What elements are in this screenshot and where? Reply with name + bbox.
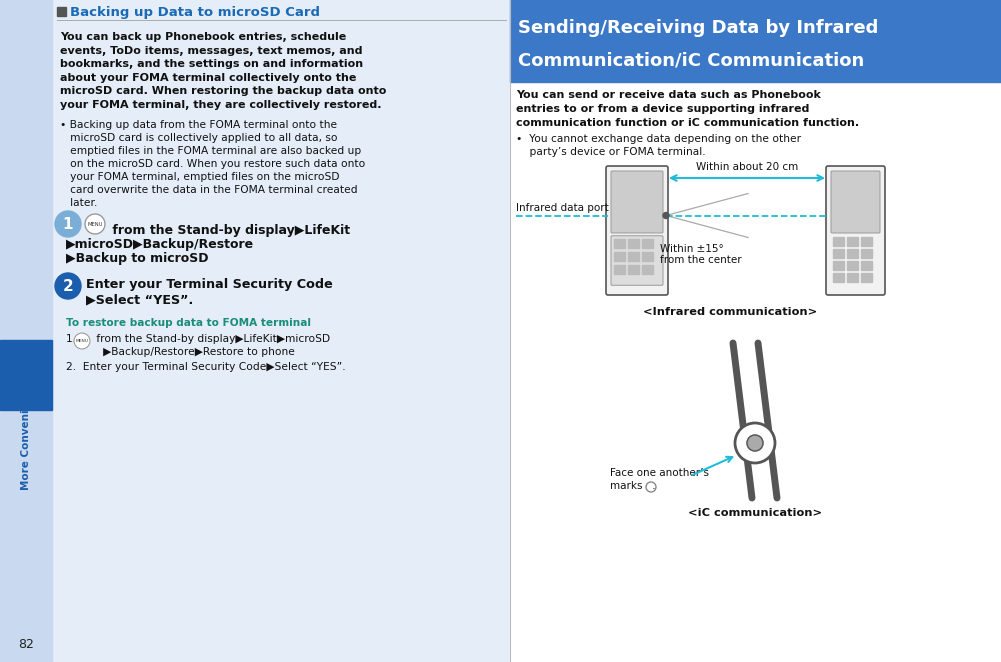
Circle shape	[663, 213, 669, 218]
Text: your FOMA terminal, they are collectively restored.: your FOMA terminal, they are collectivel…	[60, 99, 381, 109]
Text: microSD card is collectively applied to all data, so: microSD card is collectively applied to …	[60, 133, 337, 143]
FancyBboxPatch shape	[611, 236, 663, 285]
Bar	[861, 237, 872, 246]
Bar	[628, 265, 639, 274]
Text: ▶Backup to microSD: ▶Backup to microSD	[66, 252, 208, 265]
Text: later.: later.	[60, 198, 97, 208]
Text: To restore backup data to FOMA terminal: To restore backup data to FOMA terminal	[66, 318, 311, 328]
Text: Within ±15°
from the center: Within ±15° from the center	[660, 244, 742, 265]
Bar	[614, 239, 625, 248]
Text: emptied files in the FOMA terminal are also backed up: emptied files in the FOMA terminal are a…	[60, 146, 361, 156]
Text: ▶Backup/Restore▶Restore to phone: ▶Backup/Restore▶Restore to phone	[93, 347, 295, 357]
Bar	[57, 7, 66, 16]
Text: ▶Select “YES”.: ▶Select “YES”.	[86, 293, 193, 306]
Circle shape	[55, 273, 81, 299]
Bar	[861, 273, 872, 282]
Bar	[628, 239, 639, 248]
Text: Sending/Receiving Data by Infrared: Sending/Receiving Data by Infrared	[518, 19, 878, 37]
Text: 1: 1	[63, 216, 73, 232]
Text: You can back up Phonebook entries, schedule: You can back up Phonebook entries, sched…	[60, 32, 346, 42]
Bar	[642, 239, 653, 248]
Bar	[847, 249, 858, 258]
Bar	[628, 252, 639, 261]
Bar	[847, 237, 858, 246]
Text: card overwrite the data in the FOMA terminal created: card overwrite the data in the FOMA term…	[60, 185, 357, 195]
Text: 2: 2	[63, 279, 73, 293]
Bar	[833, 273, 844, 282]
Circle shape	[74, 333, 90, 349]
Text: bookmarks, and the settings on and information: bookmarks, and the settings on and infor…	[60, 59, 363, 69]
FancyBboxPatch shape	[831, 171, 880, 233]
Text: your FOMA terminal, emptied files on the microSD: your FOMA terminal, emptied files on the…	[60, 172, 339, 182]
Circle shape	[735, 423, 775, 463]
Text: marks   .: marks .	[610, 481, 656, 491]
Bar	[833, 249, 844, 258]
Text: MENU: MENU	[87, 222, 103, 226]
Bar	[0, 340, 52, 410]
Circle shape	[55, 211, 81, 237]
Text: <iC communication>: <iC communication>	[688, 508, 822, 518]
Text: Backing up Data to microSD Card: Backing up Data to microSD Card	[70, 5, 320, 19]
Text: party’s device or FOMA terminal.: party’s device or FOMA terminal.	[516, 147, 706, 157]
Text: Enter your Terminal Security Code: Enter your Terminal Security Code	[86, 278, 332, 291]
Bar	[614, 252, 625, 261]
Bar	[510, 0, 1001, 82]
Text: More Convenient: More Convenient	[21, 390, 31, 490]
Text: Face one another’s: Face one another’s	[610, 468, 709, 478]
Text: You can send or receive data such as Phonebook: You can send or receive data such as Pho…	[516, 90, 821, 100]
Bar	[833, 261, 844, 269]
Bar	[847, 273, 858, 282]
Text: Within about 20 cm: Within about 20 cm	[696, 162, 798, 172]
Bar	[861, 249, 872, 258]
Text: MENU: MENU	[75, 339, 88, 343]
Text: communication function or iC communication function.: communication function or iC communicati…	[516, 118, 859, 128]
Text: on the microSD card. When you restore such data onto: on the microSD card. When you restore su…	[60, 159, 365, 169]
Text: microSD card. When restoring the backup data onto: microSD card. When restoring the backup …	[60, 86, 386, 96]
FancyBboxPatch shape	[611, 171, 663, 233]
Text: entries to or from a device supporting infrared: entries to or from a device supporting i…	[516, 104, 810, 114]
Text: 2.  Enter your Terminal Security Code▶Select “YES”.: 2. Enter your Terminal Security Code▶Sel…	[66, 362, 345, 372]
Text: 82: 82	[18, 639, 34, 651]
Bar	[510, 0, 1001, 662]
Text: <Infrared communication>: <Infrared communication>	[643, 307, 817, 317]
Bar	[614, 265, 625, 274]
Text: about your FOMA terminal collectively onto the: about your FOMA terminal collectively on…	[60, 73, 356, 83]
Bar	[847, 261, 858, 269]
Text: Infrared data port: Infrared data port	[516, 203, 609, 213]
Text: 1.: 1.	[66, 334, 76, 344]
Circle shape	[85, 214, 105, 234]
Text: events, ToDo items, messages, text memos, and: events, ToDo items, messages, text memos…	[60, 46, 362, 56]
Text: • Backing up data from the FOMA terminal onto the: • Backing up data from the FOMA terminal…	[60, 120, 337, 130]
Bar	[833, 237, 844, 246]
Text: ▶microSD▶Backup/Restore: ▶microSD▶Backup/Restore	[66, 238, 254, 251]
Bar	[861, 261, 872, 269]
Text: from the Stand-by display▶LifeKit: from the Stand-by display▶LifeKit	[108, 224, 350, 237]
FancyBboxPatch shape	[606, 166, 668, 295]
Bar	[642, 252, 653, 261]
FancyBboxPatch shape	[826, 166, 885, 295]
Bar	[642, 265, 653, 274]
Text: from the Stand-by display▶LifeKit▶microSD: from the Stand-by display▶LifeKit▶microS…	[93, 334, 330, 344]
Bar	[0, 0, 52, 662]
Text: •  You cannot exchange data depending on the other: • You cannot exchange data depending on …	[516, 134, 801, 144]
Bar	[0, 0, 510, 662]
Text: Communication/iC Communication: Communication/iC Communication	[518, 51, 864, 69]
Circle shape	[747, 435, 763, 451]
